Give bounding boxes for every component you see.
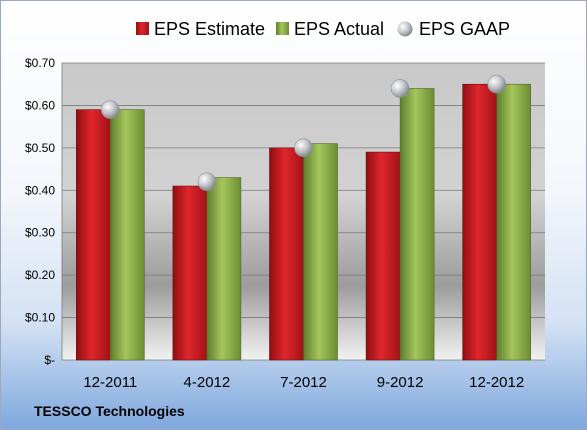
bar-eps-actual-7-2012 bbox=[303, 143, 338, 361]
legend-item-eps-gaap: EPS GAAP bbox=[397, 19, 510, 39]
x-tick-label: 9-2012 bbox=[377, 374, 424, 391]
gaap-markers bbox=[101, 74, 507, 192]
bar-eps-actual-12-2012 bbox=[496, 83, 532, 361]
bar-eps-estimate-9-2012 bbox=[365, 151, 401, 361]
bar-eps-estimate-12-2011 bbox=[76, 109, 111, 361]
bar-eps-estimate-12-2012 bbox=[462, 83, 498, 361]
y-tick-label: $0.50 bbox=[25, 141, 55, 155]
bars bbox=[76, 83, 532, 361]
x-tick-label: 7-2012 bbox=[280, 374, 327, 391]
marker-eps-gaap-12-2011 bbox=[101, 100, 120, 119]
marker-eps-gaap-4-2012 bbox=[197, 172, 217, 192]
bar-eps-actual-9-2012 bbox=[399, 88, 435, 361]
y-tick-label: $0.40 bbox=[25, 183, 55, 197]
legend-label-estimate: EPS Estimate bbox=[154, 19, 265, 39]
legend-item-eps-estimate: EPS Estimate bbox=[136, 19, 265, 39]
legend: EPS Estimate EPS Actual EPS GAAP bbox=[136, 19, 510, 39]
bar-eps-estimate-7-2012 bbox=[269, 147, 304, 361]
y-tick-label: $0.20 bbox=[25, 268, 55, 282]
marker-eps-gaap-9-2012 bbox=[390, 79, 410, 98]
bar-eps-actual-4-2012 bbox=[206, 177, 242, 361]
legend-swatch-actual bbox=[276, 22, 289, 35]
marker-eps-gaap-12-2012 bbox=[487, 74, 507, 94]
legend-swatch-gaap bbox=[397, 21, 413, 37]
y-tick-label: $0.10 bbox=[25, 311, 55, 325]
y-tick-label: $- bbox=[44, 353, 55, 367]
bar-eps-actual-12-2011 bbox=[110, 109, 145, 361]
y-axis-ticks: $- $0.10 $0.20 $0.30 $0.40 $0.50 $0.60 $0.70 bbox=[25, 56, 55, 367]
company-name: TESSCO Technologies bbox=[34, 403, 185, 419]
bar-eps-estimate-4-2012 bbox=[172, 185, 208, 361]
legend-swatch-estimate bbox=[136, 22, 149, 35]
legend-label-gaap: EPS GAAP bbox=[419, 19, 510, 39]
y-tick-label: $0.30 bbox=[25, 226, 55, 240]
legend-label-actual: EPS Actual bbox=[294, 19, 384, 39]
marker-eps-gaap-7-2012 bbox=[294, 138, 313, 158]
x-tick-label: 12-2012 bbox=[469, 374, 524, 391]
y-tick-label: $0.60 bbox=[25, 98, 55, 112]
x-axis-ticks: 12-2011 4-2012 7-2012 9-2012 12-2012 bbox=[83, 374, 524, 391]
x-tick-label: 4-2012 bbox=[184, 374, 231, 391]
legend-item-eps-actual: EPS Actual bbox=[276, 19, 384, 39]
x-tick-label: 12-2011 bbox=[83, 374, 137, 391]
y-tick-label: $0.70 bbox=[25, 56, 55, 70]
